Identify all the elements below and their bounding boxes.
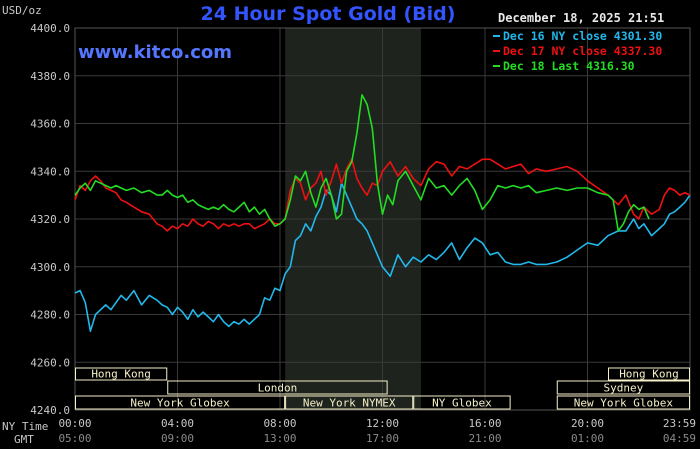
plot-frame bbox=[74, 27, 691, 411]
series-line-3 bbox=[74, 94, 650, 232]
series-line-1 bbox=[74, 182, 691, 333]
y-tick-label: 4360.0 bbox=[30, 118, 70, 131]
session-bar bbox=[75, 367, 168, 381]
chart-title: 24 Hour Spot Gold (Bid) bbox=[201, 3, 456, 25]
legend-entry: Dec 16 NY close 4301.30 bbox=[503, 29, 662, 43]
session-label: New York NYMEX bbox=[303, 397, 396, 410]
x-tick-nytime: 16:00 bbox=[468, 417, 501, 430]
brand-watermark: www.kitco.com bbox=[78, 42, 232, 63]
x-tick-nytime: 12:00 bbox=[366, 417, 399, 430]
y-tick-label: 4260.0 bbox=[30, 356, 70, 369]
x-tick-gmt: 13:00 bbox=[263, 432, 296, 445]
session-bar bbox=[413, 395, 511, 410]
y-axis-ticks: 4400.0 4380.0 4360.0 4340.0 4320.0 4300.0 4280… bbox=[30, 22, 70, 417]
series-line-2 bbox=[74, 158, 691, 232]
x-tick-gmt: 21:00 bbox=[468, 432, 501, 445]
session-bar bbox=[75, 395, 286, 410]
session-label: NY Globex bbox=[432, 397, 492, 410]
session-bar bbox=[556, 395, 690, 410]
session-bar bbox=[285, 395, 414, 410]
y-tick-label: 4340.0 bbox=[30, 165, 70, 178]
x-axis-ticks: 00:00 05:00 04:00 09:00 08:00 13:00 12:00 17:00… bbox=[58, 417, 696, 445]
x-tick-gmt: 04:59 bbox=[663, 432, 696, 445]
x-tick-gmt: 01:00 bbox=[571, 432, 604, 445]
x-tick-gmt: 09:00 bbox=[161, 432, 194, 445]
trading-session-bars: Hong Kong Hong Kong London Sydney New York G… bbox=[75, 367, 690, 410]
x-tick-gmt: 05:00 bbox=[58, 432, 91, 445]
legend-entry: Dec 18 Last 4316.30 bbox=[503, 59, 635, 73]
session-label: Hong Kong bbox=[619, 368, 679, 381]
session-label: New York Globex bbox=[574, 397, 674, 410]
session-bar bbox=[556, 380, 690, 395]
chart-series-group bbox=[74, 94, 691, 333]
x-tick-nytime: 00:00 bbox=[58, 417, 91, 430]
x-tick-gmt: 17:00 bbox=[366, 432, 399, 445]
y-tick-label: 4400.0 bbox=[30, 22, 70, 35]
y-tick-label: 4280.0 bbox=[30, 309, 70, 322]
session-label: London bbox=[258, 382, 298, 395]
session-label: Sydney bbox=[604, 382, 644, 395]
y-tick-label: 4300.0 bbox=[30, 261, 70, 274]
x-tick-nytime: 04:00 bbox=[161, 417, 194, 430]
legend-entry: Dec 17 NY close 4337.30 bbox=[503, 44, 662, 58]
gmt-axis-label: GMT bbox=[14, 433, 34, 446]
session-label: Hong Kong bbox=[91, 368, 151, 381]
y-tick-label: 4320.0 bbox=[30, 213, 70, 226]
session-bar bbox=[608, 367, 690, 381]
x-tick-nytime: 20:00 bbox=[571, 417, 604, 430]
y-axis-unit: USD/oz bbox=[2, 4, 42, 17]
session-label: New York Globex bbox=[130, 397, 230, 410]
x-tick-nytime: 23:59 bbox=[663, 417, 696, 430]
y-tick-label: 4380.0 bbox=[30, 70, 70, 83]
nytime-axis-label: NY Time bbox=[2, 420, 48, 433]
x-tick-nytime: 08:00 bbox=[263, 417, 296, 430]
chart-timestamp: December 18, 2025 21:51 bbox=[498, 11, 664, 25]
y-tick-label: 4240.0 bbox=[30, 404, 70, 417]
session-bar bbox=[167, 380, 388, 395]
